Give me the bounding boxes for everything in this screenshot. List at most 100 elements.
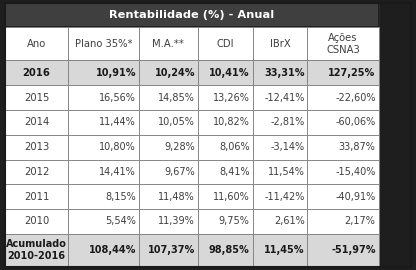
Bar — [68, 160, 139, 184]
Bar — [198, 60, 253, 85]
Text: 11,60%: 11,60% — [213, 192, 250, 202]
Text: 8,06%: 8,06% — [219, 142, 250, 152]
Text: 2012: 2012 — [24, 167, 49, 177]
Bar — [68, 184, 139, 209]
Bar — [198, 234, 253, 267]
Bar — [307, 110, 379, 135]
Bar — [307, 135, 379, 160]
Text: 2011: 2011 — [24, 192, 49, 202]
Bar — [139, 60, 198, 85]
Text: 14,41%: 14,41% — [99, 167, 136, 177]
Bar — [139, 184, 198, 209]
Text: 10,41%: 10,41% — [209, 68, 250, 78]
Bar — [253, 209, 307, 234]
Text: -60,06%: -60,06% — [335, 117, 376, 127]
Bar — [253, 135, 307, 160]
Text: 11,48%: 11,48% — [158, 192, 195, 202]
Text: 13,26%: 13,26% — [213, 93, 250, 103]
Bar — [5, 3, 379, 28]
Text: 107,37%: 107,37% — [148, 245, 195, 255]
Bar — [139, 160, 198, 184]
Text: 10,80%: 10,80% — [99, 142, 136, 152]
Text: 2016: 2016 — [22, 68, 50, 78]
Bar — [139, 110, 198, 135]
Text: 8,41%: 8,41% — [219, 167, 250, 177]
Text: Ações
CSNA3: Ações CSNA3 — [326, 33, 360, 55]
Text: 98,85%: 98,85% — [209, 245, 250, 255]
Text: 10,91%: 10,91% — [96, 68, 136, 78]
Bar — [198, 28, 253, 60]
Text: 10,82%: 10,82% — [213, 117, 250, 127]
Bar — [253, 184, 307, 209]
Bar — [307, 60, 379, 85]
Text: 10,05%: 10,05% — [158, 117, 195, 127]
Bar — [5, 135, 68, 160]
Text: 33,31%: 33,31% — [264, 68, 305, 78]
Bar — [68, 135, 139, 160]
Text: Acumulado
2010-2016: Acumulado 2010-2016 — [6, 239, 67, 261]
Bar — [5, 85, 68, 110]
Bar — [198, 110, 253, 135]
Bar — [139, 135, 198, 160]
Text: 108,44%: 108,44% — [89, 245, 136, 255]
Bar — [68, 60, 139, 85]
Bar — [307, 160, 379, 184]
Text: 5,54%: 5,54% — [105, 217, 136, 227]
Bar — [307, 209, 379, 234]
Text: 2015: 2015 — [24, 93, 49, 103]
Bar — [5, 110, 68, 135]
Text: 2013: 2013 — [24, 142, 49, 152]
Bar — [5, 160, 68, 184]
Text: 2014: 2014 — [24, 117, 49, 127]
Bar — [5, 209, 68, 234]
Text: 127,25%: 127,25% — [328, 68, 376, 78]
Bar — [198, 209, 253, 234]
Bar — [5, 3, 379, 28]
Text: -3,14%: -3,14% — [270, 142, 305, 152]
Text: 9,28%: 9,28% — [164, 142, 195, 152]
Text: 16,56%: 16,56% — [99, 93, 136, 103]
Bar — [253, 234, 307, 267]
Text: -22,60%: -22,60% — [335, 93, 376, 103]
Bar — [68, 209, 139, 234]
Text: IBrX: IBrX — [270, 39, 290, 49]
Bar — [68, 28, 139, 60]
Bar — [139, 85, 198, 110]
Text: -2,81%: -2,81% — [270, 117, 305, 127]
Text: 11,54%: 11,54% — [267, 167, 305, 177]
Text: 9,67%: 9,67% — [164, 167, 195, 177]
Bar — [253, 60, 307, 85]
Bar — [198, 184, 253, 209]
Text: -15,40%: -15,40% — [335, 167, 376, 177]
Bar — [139, 28, 198, 60]
Bar — [139, 234, 198, 267]
Text: 2010: 2010 — [24, 217, 49, 227]
Text: 11,45%: 11,45% — [264, 245, 305, 255]
Bar — [68, 110, 139, 135]
Bar — [5, 60, 68, 85]
Text: 14,85%: 14,85% — [158, 93, 195, 103]
Bar — [307, 184, 379, 209]
Text: CDI: CDI — [216, 39, 234, 49]
Text: -51,97%: -51,97% — [331, 245, 376, 255]
Bar — [198, 85, 253, 110]
Bar — [5, 184, 68, 209]
Bar — [68, 234, 139, 267]
Bar — [253, 160, 307, 184]
Text: -11,42%: -11,42% — [264, 192, 305, 202]
Bar — [198, 135, 253, 160]
Bar — [139, 209, 198, 234]
Bar — [253, 28, 307, 60]
Bar — [307, 234, 379, 267]
Bar — [307, 28, 379, 60]
Bar — [68, 85, 139, 110]
Text: Plano 35%*: Plano 35%* — [75, 39, 132, 49]
Text: 10,24%: 10,24% — [154, 68, 195, 78]
Text: 8,15%: 8,15% — [105, 192, 136, 202]
Text: Ano: Ano — [27, 39, 46, 49]
Bar — [5, 28, 68, 60]
Text: 11,44%: 11,44% — [99, 117, 136, 127]
Text: -12,41%: -12,41% — [264, 93, 305, 103]
Bar — [198, 160, 253, 184]
Bar — [253, 85, 307, 110]
